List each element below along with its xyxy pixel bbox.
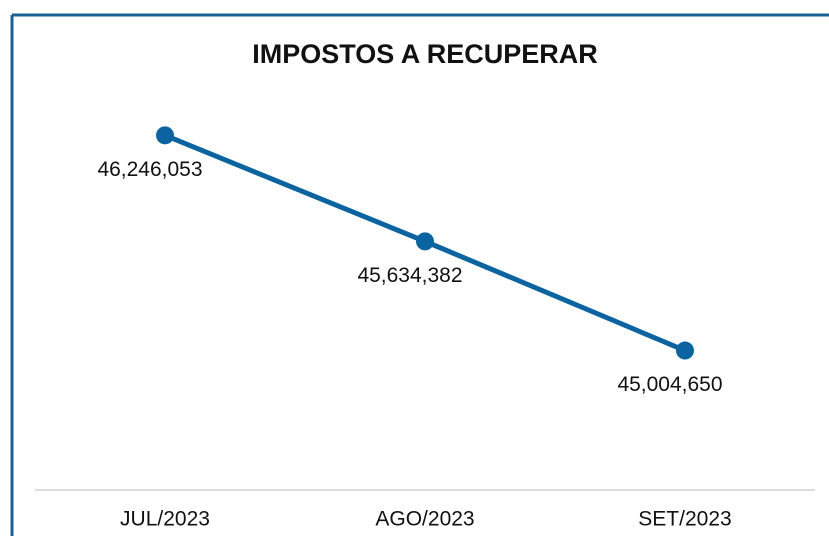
data-label: 45,004,650 — [617, 373, 722, 396]
x-tick-label: AGO/2023 — [375, 508, 474, 531]
data-point — [156, 126, 174, 145]
data-point — [676, 341, 694, 360]
x-tick-label: JUL/2023 — [120, 508, 210, 531]
data-point — [416, 232, 434, 251]
data-label: 45,634,382 — [357, 264, 462, 287]
x-tick-label: SET/2023 — [638, 508, 731, 531]
data-label: 46,246,053 — [97, 158, 202, 181]
chart-title: IMPOSTOS A RECUPERAR — [252, 39, 598, 69]
